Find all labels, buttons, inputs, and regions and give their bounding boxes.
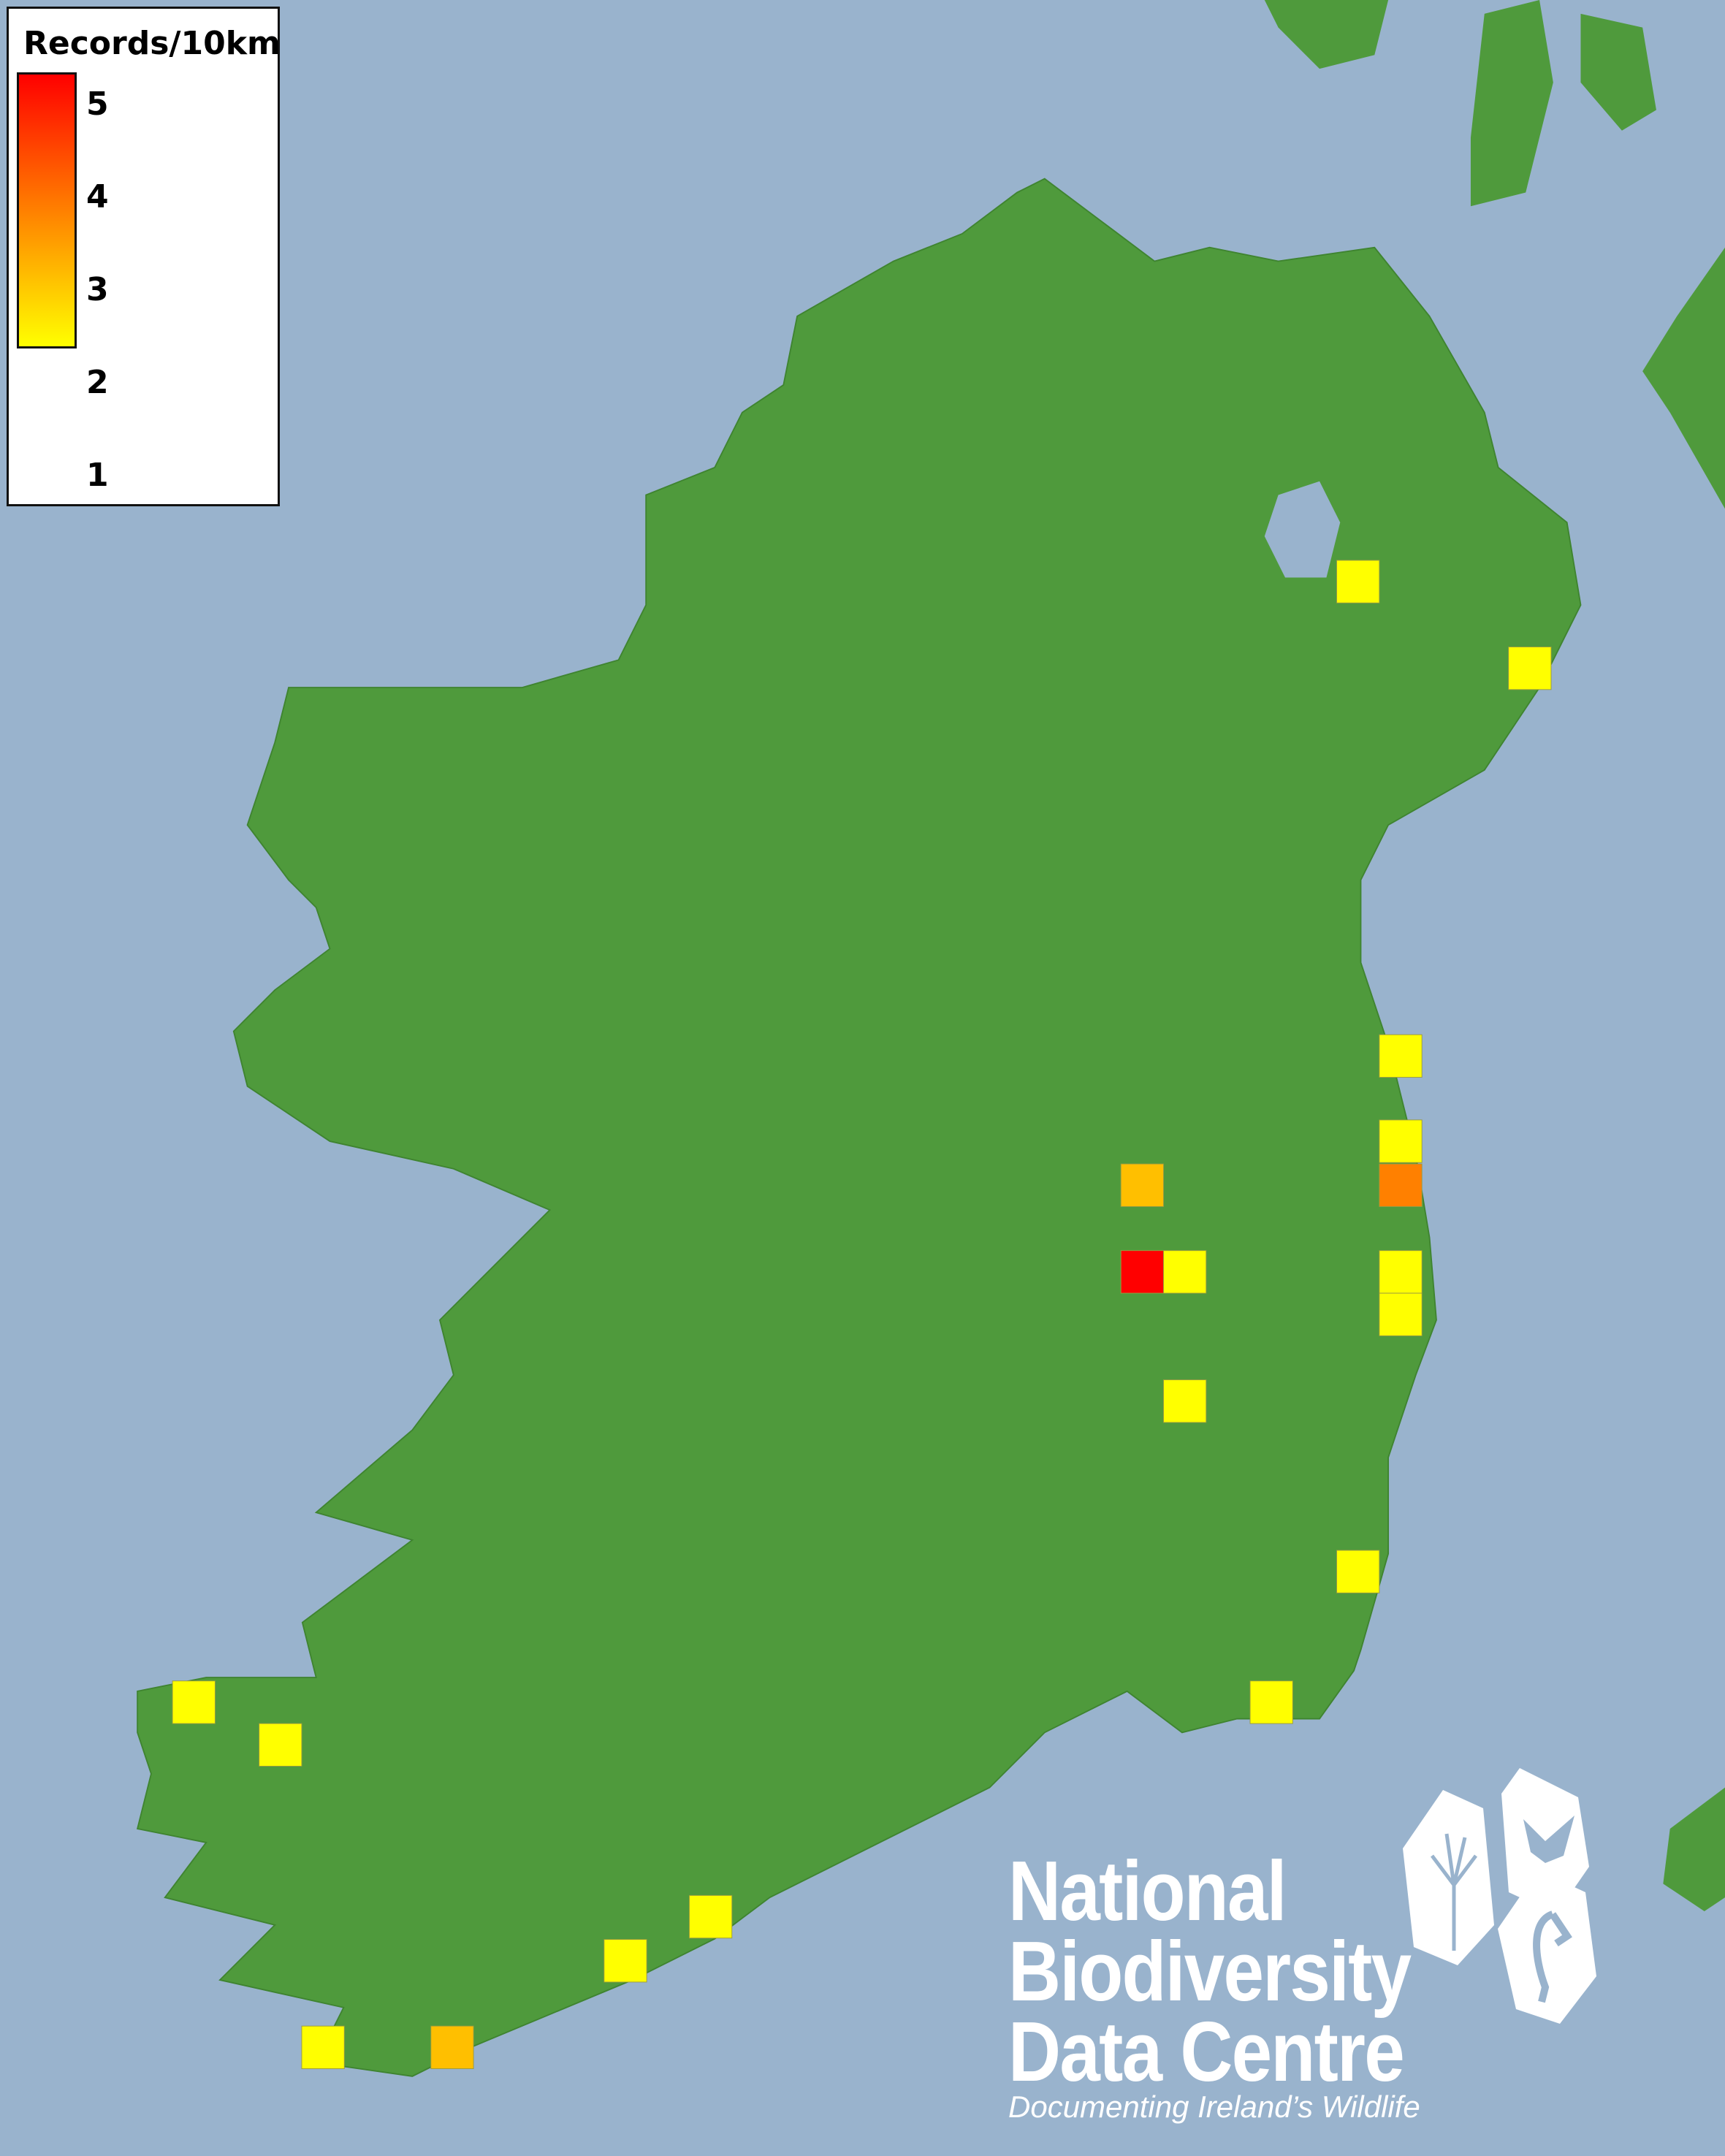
- record-square: [1379, 1250, 1423, 1294]
- record-square: [1163, 1250, 1207, 1294]
- tree-icon: [1403, 1790, 1494, 1965]
- scotland-galloway: [1642, 247, 1725, 509]
- record-square: [259, 1723, 302, 1767]
- record-square: [1379, 1034, 1423, 1078]
- legend: Records/10km 5 4 3 2 1: [7, 7, 281, 506]
- logo-line-3: Data Centre: [1008, 2004, 1405, 2099]
- ireland-landmass: [136, 178, 1582, 2077]
- record-square: [1163, 1379, 1207, 1423]
- record-square: [1379, 1163, 1423, 1207]
- legend-tick-5: 5: [86, 85, 109, 123]
- record-square: [603, 1939, 647, 1983]
- scotland-jura: [1580, 13, 1656, 131]
- record-square: [1379, 1119, 1423, 1163]
- seahorse-icon: [1498, 1870, 1596, 2024]
- record-square: [688, 1894, 733, 1939]
- record-square: [172, 1680, 216, 1724]
- butterfly-icon: [1501, 1768, 1589, 1914]
- record-square: [301, 2025, 345, 2069]
- legend-color-bar: [17, 72, 77, 348]
- record-square: [1120, 1250, 1164, 1294]
- legend-tick-4: 4: [86, 178, 109, 216]
- record-square: [430, 2025, 474, 2069]
- logo-hexagons: [1403, 1768, 1596, 2024]
- logo-line-2: Biodiversity: [1008, 1924, 1412, 2019]
- record-square: [1249, 1680, 1293, 1724]
- scotland-islay: [1470, 0, 1553, 207]
- legend-title: Records/10km: [23, 25, 281, 62]
- record-square: [1336, 560, 1380, 603]
- record-square: [1508, 647, 1552, 690]
- record-square: [1379, 1292, 1423, 1336]
- lough-neagh: [1264, 481, 1341, 578]
- scotland-kintyre: [1264, 0, 1389, 69]
- record-square: [1336, 1550, 1380, 1593]
- logo-tagline: Documenting Ireland’s Wildlife: [1008, 2090, 1420, 2124]
- isle-of-man: [1663, 1787, 1725, 1912]
- legend-tick-2: 2: [86, 364, 109, 401]
- legend-tick-1: 1: [86, 457, 109, 494]
- record-squares: [172, 560, 1552, 2069]
- legend-tick-3: 3: [86, 271, 109, 308]
- logo-line-1: National: [1008, 1843, 1287, 1938]
- record-square: [1120, 1163, 1164, 1207]
